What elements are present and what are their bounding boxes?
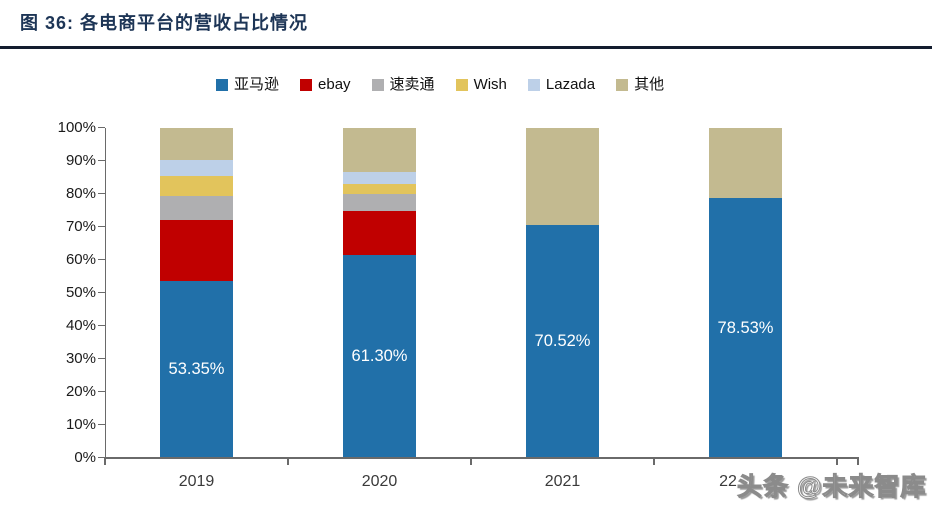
legend-swatch-icon: [300, 78, 313, 91]
bar-segment-ebay: [160, 219, 233, 282]
title-underline: [0, 46, 932, 49]
y-axis-tick: [98, 126, 105, 129]
bar-segment-ebay: [343, 210, 416, 256]
y-axis-tick-label: 0%: [74, 448, 96, 466]
legend-swatch-icon: [527, 78, 540, 91]
y-axis-tick: [98, 357, 105, 360]
bar-segment-其他: [709, 127, 782, 199]
bar-segment-Lazada: [160, 159, 233, 177]
bar-segment-其他: [160, 127, 233, 160]
y-axis-tick-label: 30%: [65, 349, 96, 367]
y-axis-tick: [98, 258, 105, 261]
bar-data-label: 78.53%: [717, 318, 774, 337]
legend-item: Lazada: [527, 76, 596, 93]
y-axis-tick-label: 80%: [65, 184, 96, 202]
watermark: 头条 @未来智库: [736, 473, 927, 502]
legend-swatch-icon: [371, 78, 384, 91]
legend-swatch-icon: [216, 78, 228, 91]
bar-segment-亚马逊: [709, 198, 782, 458]
legend-label: 速卖通: [389, 76, 435, 93]
x-axis-category-label: 2019: [178, 473, 215, 490]
y-axis-tick-label: 60%: [65, 250, 96, 268]
bar-segment-亚马逊: [526, 224, 599, 458]
x-axis-end-tick: [857, 457, 859, 465]
y-axis-tick: [98, 423, 105, 426]
bar-data-label: 70.52%: [534, 332, 591, 351]
x-axis-tick: [836, 457, 838, 465]
legend-item: 亚马逊: [216, 77, 279, 92]
legend-item: ebay: [300, 77, 351, 92]
bar-segment-速卖通: [160, 195, 233, 220]
y-axis-tick-label: 70%: [65, 217, 96, 235]
x-axis-category-label: 2020: [361, 473, 398, 490]
y-axis-tick-label: 10%: [65, 415, 96, 433]
bar-segment-其他: [343, 127, 416, 172]
bar-data-label: 53.35%: [168, 360, 225, 379]
x-axis-line: [104, 457, 859, 459]
y-axis-tick: [98, 159, 105, 162]
legend-swatch-icon: [616, 78, 629, 91]
legend-label: 亚马逊: [234, 76, 280, 93]
x-axis-tick: [470, 457, 472, 465]
x-axis-tick: [104, 457, 106, 465]
y-axis-tick: [98, 225, 105, 228]
x-axis-tick: [653, 457, 655, 465]
y-axis-tick: [98, 192, 105, 195]
y-axis-tick-label: 50%: [65, 283, 96, 301]
bar-data-label: 61.30%: [351, 347, 408, 366]
y-axis-tick-label: 90%: [65, 151, 96, 169]
y-axis-tick-label: 100%: [57, 118, 96, 136]
y-axis-tick: [98, 324, 105, 327]
y-axis-tick: [98, 291, 105, 294]
y-axis-tick: [98, 456, 105, 459]
bar-segment-Wish: [160, 176, 233, 196]
legend-label: ebay: [318, 76, 351, 93]
legend-item: 其他: [616, 77, 664, 92]
bar-segment-亚马逊: [343, 255, 416, 458]
bar-segment-Lazada: [343, 171, 416, 185]
x-axis-category-label: 2021: [544, 473, 581, 490]
y-axis-tick-label: 40%: [65, 316, 96, 334]
y-axis-tick-label: 20%: [65, 382, 96, 400]
bar-segment-其他: [526, 127, 599, 225]
bar-segment-速卖通: [343, 194, 416, 211]
chart-legend: 亚马逊 ebay 速卖通 Wish Lazada 其他: [216, 77, 685, 92]
legend-item: 速卖通: [371, 76, 435, 93]
x-axis-tick: [287, 457, 289, 465]
x-axis-category-label: 22: [719, 473, 737, 490]
legend-label: Wish: [473, 76, 507, 93]
y-axis-tick: [98, 390, 105, 393]
y-axis-line: [104, 127, 107, 458]
legend-label: 其他: [634, 76, 665, 93]
legend-item: Wish: [455, 76, 507, 93]
figure-title: 图 36: 各电商平台的营收占比情况: [20, 13, 309, 33]
bar-segment-Wish: [343, 184, 416, 195]
legend-label: Lazada: [545, 76, 596, 93]
legend-swatch-icon: [455, 78, 468, 91]
bar-segment-亚马逊: [160, 281, 233, 458]
